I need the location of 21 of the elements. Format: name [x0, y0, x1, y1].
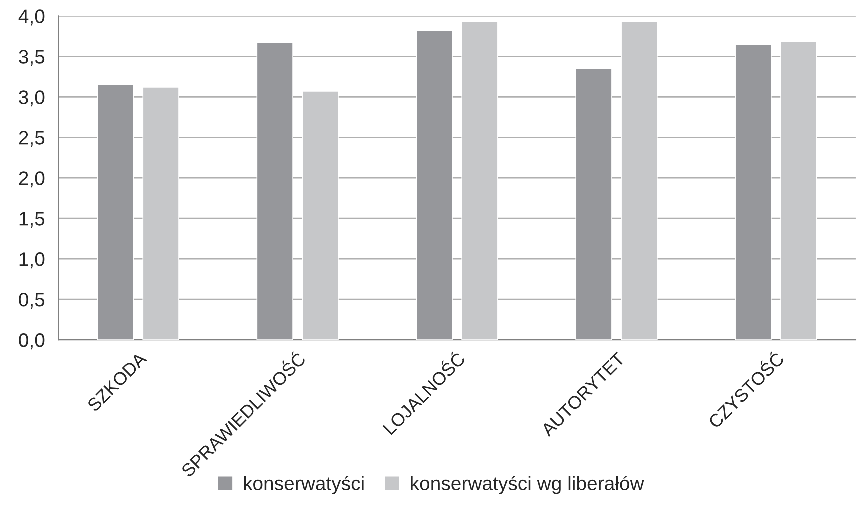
y-tick-label: 2,0: [19, 172, 45, 188]
y-tick-label: 3,0: [19, 90, 45, 107]
bar: [576, 68, 612, 340]
legend-label: konserwatyści wg liberałów: [411, 476, 644, 494]
y-tick-label: 3,5: [19, 50, 45, 66]
bar: [462, 21, 498, 340]
legend-label: konserwatyści: [244, 476, 364, 494]
bar: [735, 44, 772, 340]
y-tick-label: 1,0: [20, 252, 45, 269]
bar: [780, 42, 818, 340]
bar: [97, 84, 134, 340]
bar: [621, 21, 658, 340]
bar: [416, 30, 453, 340]
y-tick-label: 0,0: [19, 334, 45, 350]
y-tick-label: 2,5: [19, 131, 45, 148]
bar: [256, 42, 294, 340]
bar: [142, 87, 180, 340]
y-tick-label: 0,5: [19, 293, 45, 310]
y-tick-label: 1,5: [20, 212, 45, 228]
bar: [302, 91, 339, 340]
y-tick-label: 4,0: [18, 10, 45, 26]
